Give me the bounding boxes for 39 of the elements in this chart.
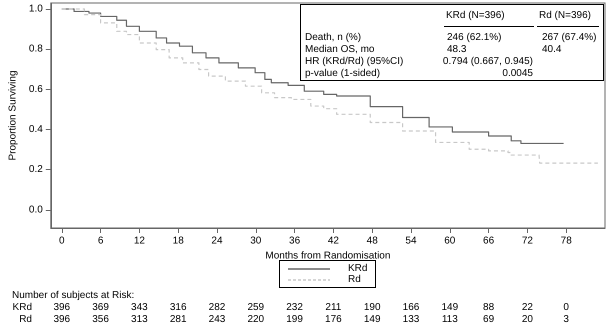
y-axis-title: Proportion Surviving	[8, 70, 18, 161]
x-tick-label: 78	[560, 236, 572, 246]
x-tick-label: 54	[405, 236, 417, 246]
y-tick-label: 0.4	[28, 124, 44, 136]
annotation: 40.4	[542, 44, 562, 56]
annotation: KRd (N=396)	[444, 10, 534, 27]
x-axis-title: Months from Randomisation	[265, 250, 390, 262]
x-tick-label: 36	[289, 236, 301, 246]
annotation: 246 (62.1%)	[447, 32, 502, 44]
y-tick-label: 0.2	[28, 164, 44, 176]
x-tick-label: 12	[134, 236, 146, 246]
y-tick-label: 1.0	[28, 4, 44, 15]
legend-label: KRd	[348, 263, 368, 274]
text: KRd 396 369 343 316 282 259 232 211 190 166 149 88 22 0	[12, 302, 569, 313]
x-tick-label: 18	[172, 236, 184, 246]
x-tick-label: 60	[444, 236, 456, 246]
x-tick-label: 24	[211, 236, 223, 246]
annotation: p-value (1-sided)	[305, 68, 380, 80]
annotation: 0.794 (0.667, 0.945)	[442, 56, 533, 68]
y-tick-label: 0.8	[28, 44, 44, 55]
x-tick-label: 30	[250, 236, 262, 246]
legend-label: Rd	[348, 274, 361, 285]
text: Rd 396 356 313 281 243 220 199 176 149 133 113 69 20 3	[19, 314, 569, 325]
x-tick-label: 6	[98, 236, 104, 246]
x-tick-label: 0	[59, 236, 66, 246]
annotation: 267 (67.4%)	[542, 32, 596, 44]
annotation: Median OS, mo	[305, 44, 374, 56]
annotation: Death, n (%)	[305, 32, 362, 44]
annotation: 48.3	[447, 44, 466, 56]
annotation: Rd (N=396)	[537, 10, 599, 27]
text: Number of subjects at Risk:	[12, 290, 134, 302]
x-tick-label: 42	[328, 236, 340, 246]
x-tick-label: 48	[366, 236, 378, 246]
y-tick-label: 0.6	[28, 84, 44, 95]
x-tick-label: 72	[522, 236, 534, 246]
annotation: 0.0045	[502, 68, 533, 80]
x-tick-label: 66	[483, 236, 495, 246]
annotation: HR (KRd/Rd) (95%CI)	[305, 56, 404, 68]
y-tick-label: 0.0	[28, 204, 44, 216]
